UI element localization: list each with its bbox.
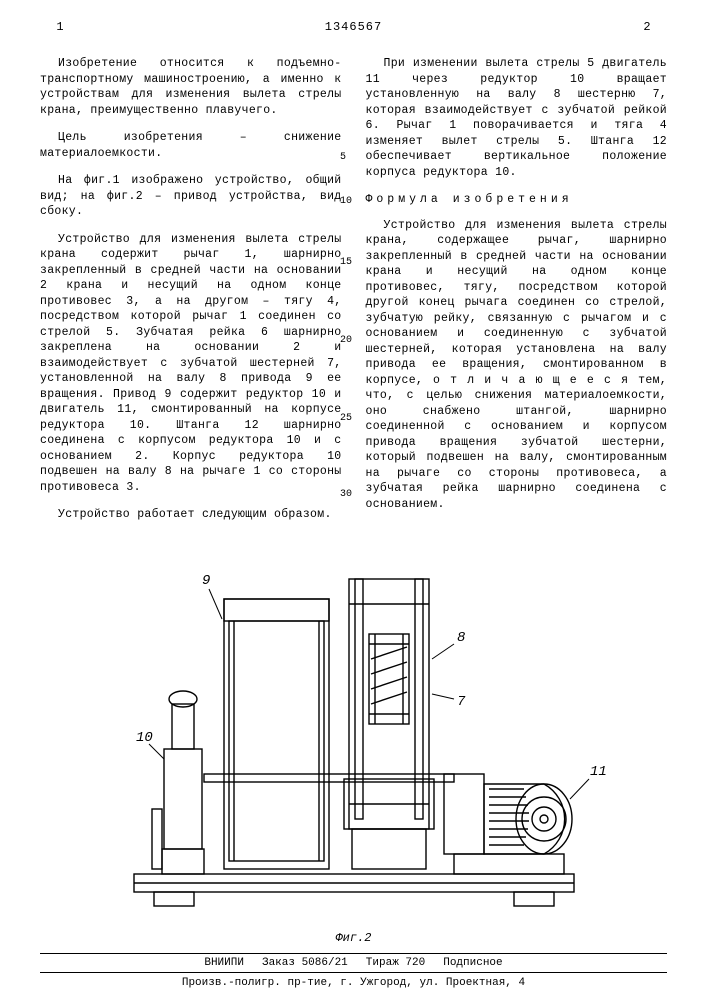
line-number: 10	[340, 196, 352, 207]
left-column: Изобретение относится к подъемно-транспо…	[40, 56, 342, 535]
paragraph: На фиг.1 изображено устройство, общий ви…	[40, 173, 342, 220]
footer: ВНИИПИ Заказ 5086/21 Тираж 720 Подписное…	[40, 953, 667, 989]
column-number-right: 2	[627, 20, 667, 34]
paragraph: Цель изобретения – снижение материалоемк…	[40, 130, 342, 161]
imprint-line: ВНИИПИ Заказ 5086/21 Тираж 720 Подписное	[40, 953, 667, 973]
paragraph: При изменении вылета стрелы 5 двигатель …	[366, 56, 668, 180]
right-column: При изменении вылета стрелы 5 двигатель …	[366, 56, 668, 535]
line-number: 30	[340, 489, 352, 500]
callout-10: 10	[136, 730, 153, 746]
footer-tirazh: Тираж 720	[366, 957, 425, 969]
footer-org: ВНИИПИ	[204, 957, 244, 969]
callout-7: 7	[457, 694, 466, 710]
patent-page: 1 1346567 2 5 10 15 20 25 30 Изобретение…	[0, 0, 707, 1000]
column-number-left: 1	[40, 20, 80, 34]
footer-address: Произв.-полигр. пр-тие, г. Ужгород, ул. …	[40, 977, 667, 989]
line-number: 20	[340, 335, 352, 346]
patent-number: 1346567	[80, 20, 627, 34]
header-row: 1 1346567 2	[40, 20, 667, 34]
paragraph: Изобретение относится к подъемно-транспо…	[40, 56, 342, 118]
formula-heading: Формула изобретения	[366, 192, 668, 208]
callout-9: 9	[202, 573, 210, 589]
paragraph: Устройство для изменения вылета стрелы к…	[366, 218, 668, 513]
paragraph: Устройство работает следующим образом.	[40, 507, 342, 523]
line-number: 5	[340, 152, 346, 163]
figure-label: Фиг.2	[40, 931, 667, 945]
line-number: 15	[340, 257, 352, 268]
figure-2: 9 8 7 11 10 Фиг.2	[40, 549, 667, 945]
mechanical-drawing: 9 8 7 11 10	[94, 549, 614, 929]
callout-11: 11	[590, 764, 607, 780]
line-number: 25	[340, 413, 352, 424]
text-columns: Изобретение относится к подъемно-транспо…	[40, 56, 667, 535]
paragraph: Устройство для изменения вылета стрелы к…	[40, 232, 342, 496]
footer-sub: Подписное	[443, 957, 502, 969]
footer-order: Заказ 5086/21	[262, 957, 348, 969]
callout-8: 8	[457, 630, 465, 646]
